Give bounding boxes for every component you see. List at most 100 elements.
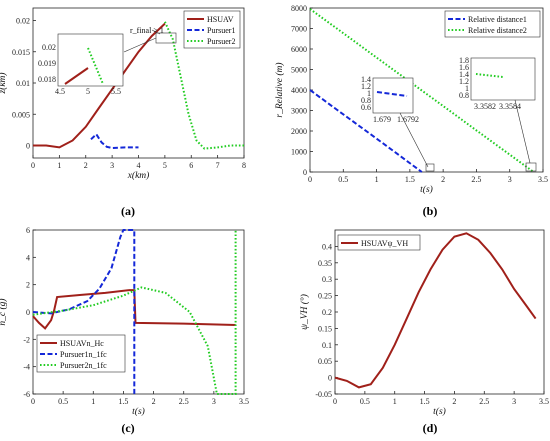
inset-y-tick: 0.018 [38,75,56,84]
x-tick-label: 3 [512,397,516,406]
inset1-x-tick: 1.6792 [397,115,419,124]
x-axis-label: x(km) [127,170,150,181]
inset1-connector [399,112,429,168]
y-tick-label: 4000 [291,86,307,95]
panel-caption: (b) [423,204,438,218]
inset-hsuav-line [64,67,89,85]
legend-entry: Relative distance1 [468,15,527,24]
inset2-x-tick: 3.3582 [474,102,496,111]
inset1-y-tick: 1.4 [361,75,371,84]
y-tick-label: 0.005 [12,110,30,119]
inset2-y-tick: 0.8 [459,91,469,100]
panel-4: 0 0.5 1 1.5 2 2.5 3 3.5-0.0500.050.10.150.20.25… [299,229,549,435]
y-tick-label: 6000 [291,45,307,54]
y-tick-label: 0.01 [16,79,30,88]
legend-entry: Pursuer1 [207,26,235,35]
x-tick-label: 0 [308,175,312,184]
inset1-y-tick: 1.2 [361,82,371,91]
y-tick-label: 0.35 [318,259,332,268]
legend-entry: HSUAVn_Hc [60,339,104,348]
panel-caption: (c) [121,421,134,435]
inset-x-tick: 5.5 [111,87,121,96]
inset1-y-tick: 0.8 [361,96,371,105]
inset-box-2 [470,57,536,101]
y-tick-label: 2000 [291,127,307,136]
inset2-y-tick: 1.2 [459,77,469,86]
y-tick-label: -4 [23,363,30,372]
y-tick-label: 0.4 [322,242,332,251]
x-tick-label: 1 [393,397,397,406]
x-tick-label: 0.5 [360,397,370,406]
inset-box-1 [372,77,414,114]
panel-caption: (a) [121,204,135,218]
x-tick-label: 7 [216,161,220,170]
x-tick-label: 2 [452,397,456,406]
series-line-1 [334,232,537,389]
x-tick-label: 1.5 [420,397,430,406]
series-line-2 [90,132,139,150]
y-axis-label: ψ_VH (°) [299,294,310,330]
y-tick-label: -6 [23,390,30,399]
y-tick-label: 8000 [291,4,307,13]
inset2-x-tick: 3.3584 [499,102,521,111]
inset-box [57,33,124,87]
legend-entry: Pursuer2n_1fc [60,361,107,370]
y-tick-label: 0.02 [16,17,30,26]
y-tick-label: 0.015 [12,48,30,57]
x-tick-label: 2 [84,161,88,170]
x-tick-label: 0.5 [58,397,68,406]
y-tick-label: 0.2 [322,308,332,317]
x-tick-label: 3 [212,397,216,406]
y-tick-label: -0.05 [315,390,332,399]
panel-2: 0 0.5 1 1.5 2 2.5 3 3.5 0 1000 2000 3000 4000 5000 600… [274,4,548,218]
x-tick-label: 3 [508,175,512,184]
legend-box [444,10,541,38]
y-axis-label: r_Relative (m) [274,62,285,117]
y-tick-label: 3000 [291,107,307,116]
series-line-3 [32,230,237,395]
inset1-y-tick: 0.6 [361,103,371,112]
series-line-2 [309,8,535,173]
series-line-2 [32,229,136,394]
x-tick-label: 1.5 [118,397,128,406]
x-tick-label: 0 [333,397,337,406]
x-tick-label: 1 [57,161,61,170]
legend-entry: Pursuer2 [207,37,235,46]
inset1-x-tick: 1.679 [373,115,391,124]
y-axis-label: n_c (g) [0,298,8,325]
x-tick-label: 3.5 [539,397,549,406]
inset2-y-tick: 1.6 [459,63,469,72]
y-tick-label: 0.25 [318,292,332,301]
inset-x-tick: 4.5 [55,87,65,96]
y-tick-label: 0.3 [322,275,332,284]
y-tick-label: 0.05 [318,357,332,366]
inset1-line [376,91,408,97]
x-tick-label: 2 [152,397,156,406]
y-tick-label: 5000 [291,66,307,75]
inset-y-tick: 0.019 [38,59,56,68]
zoom-marker-1 [425,163,435,172]
inset2-y-tick: 1.8 [459,56,469,65]
x-tick-label: 3 [110,161,114,170]
x-tick-label: 2 [441,175,445,184]
x-tick-label: 5 [163,161,167,170]
y-tick-label: 0.15 [318,324,332,333]
x-tick-label: 1 [91,397,95,406]
inset1-y-tick: 1 [367,89,371,98]
y-tick-label: -2 [23,335,30,344]
legend-box [183,10,241,49]
inset-y-tick: 0.02 [42,43,56,52]
y-tick-label: 7000 [291,25,307,34]
inset2-y-tick: 1.4 [459,70,469,79]
series-line-1 [33,22,166,149]
panel-caption: (d) [423,421,438,435]
inset2-line [475,73,504,78]
x-tick-label: 2.5 [479,397,489,406]
panel-1: 0 1 2 3 4 5 6 7 8 0 0.005 0.01 0.015 0.02 x(km) z(km) (a… [0,7,246,218]
x-tick-label: 8 [242,161,246,170]
legend-box [337,234,421,251]
legend-entry: Pursuer1n_1fc [60,350,107,359]
x-tick-label: 3.5 [538,175,548,184]
inset2-connector [514,99,531,164]
